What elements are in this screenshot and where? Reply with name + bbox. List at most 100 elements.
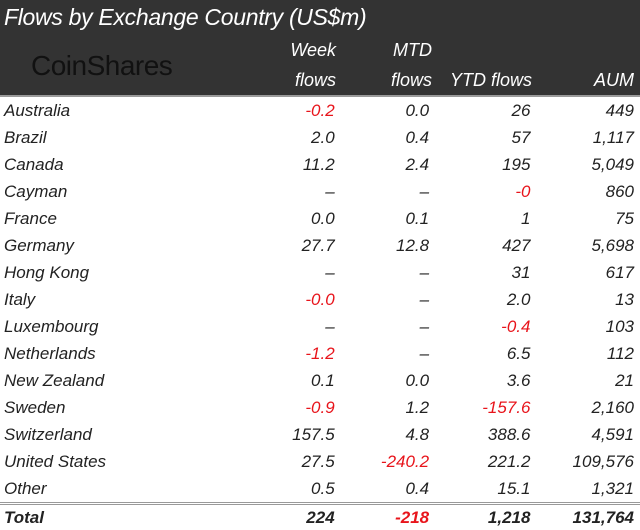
week-cell: 0.0 [232,205,334,232]
mtd-cell: 4.8 [335,421,429,448]
country-cell: Italy [0,286,232,313]
aum-cell: 617 [530,259,640,286]
week-cell: -0.2 [232,97,334,124]
ytd-cell: 15.1 [429,475,530,504]
country-cell: Switzerland [0,421,232,448]
week-cell: 0.5 [232,475,334,504]
header-week-line2: flows [290,65,336,95]
ytd-cell: 388.6 [429,421,530,448]
mtd-cell: 0.4 [335,475,429,504]
ytd-cell: 195 [429,151,530,178]
mtd-cell: 0.0 [335,367,429,394]
mtd-cell: – [335,340,429,367]
aum-cell: 5,049 [530,151,640,178]
country-cell: Brazil [0,124,232,151]
mtd-cell: -240.2 [335,448,429,475]
country-cell: Australia [0,97,232,124]
ytd-cell: 2.0 [429,286,530,313]
week-cell: 0.1 [232,367,334,394]
week-cell: – [232,313,334,340]
aum-cell: 449 [530,97,640,124]
header-mtd-flows: MTD flows [391,35,432,95]
aum-cell: 1,321 [530,475,640,504]
country-cell: Total [0,504,232,530]
mtd-cell: – [335,313,429,340]
ytd-cell: -0.4 [429,313,530,340]
header-mtd-line1: MTD [391,35,432,65]
mtd-cell: – [335,286,429,313]
week-cell: -1.2 [232,340,334,367]
week-cell: 27.5 [232,448,334,475]
ytd-cell: -0 [429,178,530,205]
aum-cell: 103 [530,313,640,340]
country-cell: Other [0,475,232,504]
ytd-cell: 6.5 [429,340,530,367]
page-title: Flows by Exchange Country (US$m) [4,4,366,31]
header-aum: AUM [594,65,634,95]
country-cell: France [0,205,232,232]
country-cell: Cayman [0,178,232,205]
aum-cell: 5,698 [530,232,640,259]
aum-cell: 2,160 [530,394,640,421]
week-cell: 27.7 [232,232,334,259]
week-cell: 11.2 [232,151,334,178]
mtd-cell: – [335,178,429,205]
country-cell: Germany [0,232,232,259]
week-cell: – [232,178,334,205]
week-cell: -0.9 [232,394,334,421]
header-ytd-label: YTD flows [450,65,532,95]
header-mtd-line2: flows [391,65,432,95]
ytd-cell: 1,218 [429,504,530,530]
mtd-cell: 0.0 [335,97,429,124]
mtd-cell: -218 [335,504,429,530]
ytd-cell: 221.2 [429,448,530,475]
header-week-flows: Week flows [290,35,336,95]
week-cell: 2.0 [232,124,334,151]
week-cell: 157.5 [232,421,334,448]
week-cell: 224 [232,504,334,530]
week-cell: -0.0 [232,286,334,313]
aum-cell: 860 [530,178,640,205]
country-cell: Netherlands [0,340,232,367]
week-cell: – [232,259,334,286]
mtd-cell: 0.4 [335,124,429,151]
mtd-cell: 2.4 [335,151,429,178]
aum-cell: 4,591 [530,421,640,448]
country-cell: Canada [0,151,232,178]
table-header: Flows by Exchange Country (US$m) CoinSha… [0,0,640,97]
aum-cell: 75 [530,205,640,232]
ytd-cell: 1 [429,205,530,232]
ytd-cell: 3.6 [429,367,530,394]
country-cell: Sweden [0,394,232,421]
country-cell: Hong Kong [0,259,232,286]
header-aum-label: AUM [594,65,634,95]
ytd-cell: 31 [429,259,530,286]
country-cell: United States [0,448,232,475]
aum-cell: 131,764 [530,504,640,530]
ytd-cell: 57 [429,124,530,151]
aum-cell: 112 [530,340,640,367]
aum-cell: 1,117 [530,124,640,151]
mtd-cell: 12.8 [335,232,429,259]
ytd-cell: 427 [429,232,530,259]
country-cell: Luxembourg [0,313,232,340]
aum-cell: 109,576 [530,448,640,475]
mtd-cell: 0.1 [335,205,429,232]
mtd-cell: 1.2 [335,394,429,421]
